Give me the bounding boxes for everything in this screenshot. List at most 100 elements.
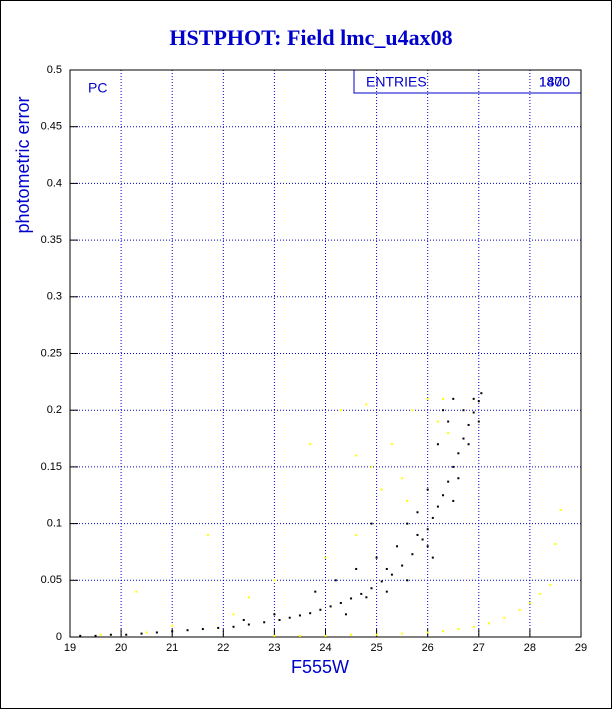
y-tick-label: 0.2: [47, 404, 62, 416]
y-tick-label: 0.1: [47, 518, 62, 530]
point: [385, 567, 388, 570]
chart-title: HSTPHOT: Field lmc_u4ax08: [169, 25, 452, 50]
point: [232, 613, 235, 616]
y-tick-label: 0.15: [41, 461, 62, 473]
point: [298, 614, 301, 617]
point: [329, 605, 332, 608]
point: [360, 592, 363, 595]
point: [350, 633, 353, 636]
point: [273, 634, 276, 637]
point: [528, 601, 531, 604]
y-tick-label: 0.35: [41, 234, 62, 246]
point: [319, 608, 322, 611]
point: [390, 443, 393, 446]
point: [559, 508, 562, 511]
point: [171, 630, 174, 633]
point: [140, 632, 143, 635]
x-tick-label: 29: [575, 642, 587, 654]
point: [462, 437, 465, 440]
x-tick-label: 28: [524, 642, 536, 654]
point: [385, 590, 388, 593]
y-tick-label: 0: [56, 631, 62, 643]
point: [472, 625, 475, 628]
point: [186, 629, 189, 632]
point: [442, 409, 445, 412]
x-tick-label: 24: [319, 642, 331, 654]
point: [380, 580, 383, 583]
y-axis-label: photometric error: [13, 96, 33, 233]
point: [273, 613, 276, 616]
point: [365, 596, 368, 599]
point: [406, 579, 409, 582]
point: [436, 505, 439, 508]
point: [467, 443, 470, 446]
y-tick-label: 0.45: [41, 121, 62, 133]
point: [401, 632, 404, 635]
point: [339, 601, 342, 604]
point: [411, 553, 414, 556]
point: [355, 454, 358, 457]
x-tick-label: 21: [166, 642, 178, 654]
point: [401, 477, 404, 480]
point: [375, 556, 378, 559]
plot-frame: [69, 69, 582, 638]
point: [447, 420, 450, 423]
point: [155, 631, 158, 634]
point: [411, 409, 414, 412]
x-tick-label: 19: [64, 642, 76, 654]
point: [426, 631, 429, 634]
point: [334, 579, 337, 582]
point: [206, 533, 209, 536]
point: [436, 420, 439, 423]
stats-value: 1800: [539, 74, 570, 90]
point: [436, 443, 439, 446]
point: [288, 616, 291, 619]
point: [125, 633, 128, 636]
point: [539, 592, 542, 595]
y-tick-label: 0.05: [41, 574, 62, 586]
x-tick-label: 22: [217, 642, 229, 654]
x-tick-label: 25: [370, 642, 382, 654]
point: [442, 630, 445, 633]
point: [503, 616, 506, 619]
point: [79, 634, 82, 637]
point: [472, 411, 475, 414]
point: [247, 596, 250, 599]
point: [401, 564, 404, 567]
point: [273, 579, 276, 582]
point: [447, 480, 450, 483]
point: [488, 622, 491, 625]
point: [370, 587, 373, 590]
point: [467, 423, 470, 426]
point: [298, 634, 301, 637]
point: [94, 634, 97, 637]
point: [344, 613, 347, 616]
point: [278, 618, 281, 621]
point: [554, 543, 557, 546]
stats-label: ENTRIES: [366, 74, 427, 90]
point: [447, 431, 450, 434]
point: [355, 567, 358, 570]
point: [406, 499, 409, 502]
point: [370, 465, 373, 468]
point: [171, 624, 174, 627]
point: [309, 443, 312, 446]
point: [135, 590, 138, 593]
point: [324, 556, 327, 559]
y-tick-label: 0.25: [41, 347, 62, 359]
point: [477, 400, 480, 403]
point: [416, 533, 419, 536]
x-tick-label: 26: [422, 642, 434, 654]
point: [390, 573, 393, 576]
point: [518, 608, 521, 611]
point: [406, 522, 409, 525]
point: [217, 626, 220, 629]
point: [549, 583, 552, 586]
point: [472, 397, 475, 400]
point: [365, 403, 368, 406]
point: [232, 625, 235, 628]
x-tick-label: 20: [115, 642, 127, 654]
stats-value: 1470: [539, 74, 570, 90]
point: [426, 528, 429, 531]
